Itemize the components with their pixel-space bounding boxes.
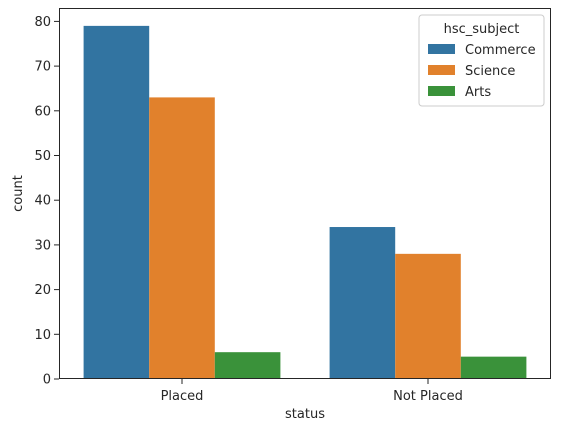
bar-science-not-placed [395, 253, 461, 379]
y-axis: 0 10 20 30 40 50 60 70 80 [34, 15, 59, 388]
y-tick-label: 20 [34, 283, 51, 298]
y-tick-label: 60 [34, 104, 51, 119]
plot-frame [59, 8, 551, 379]
bar-commerce-placed [83, 25, 150, 380]
legend-box [418, 14, 545, 107]
x-axis-title: status [285, 407, 325, 422]
legend-title: hsc_subject [444, 22, 520, 37]
y-tick-label: 0 [43, 373, 51, 388]
y-tick-label: 80 [34, 15, 51, 30]
y-tick-label: 50 [34, 149, 51, 164]
bars-layer [83, 25, 527, 380]
x-axis: Placed Not Placed [161, 379, 463, 404]
bar-science-placed [149, 97, 215, 380]
y-tick-label: 40 [34, 194, 51, 209]
y-axis-title: count [11, 175, 26, 212]
y-tick-label: 10 [34, 328, 51, 343]
legend-swatch-science [428, 65, 455, 75]
bar-commerce-not-placed [329, 227, 396, 379]
legend-swatch-arts [428, 86, 455, 96]
y-tick-label: 30 [34, 238, 51, 253]
legend-label-arts: Arts [465, 85, 491, 100]
x-tick-label: Not Placed [393, 389, 463, 404]
legend-swatch-commerce [428, 44, 455, 54]
x-tick-label: Placed [161, 389, 204, 404]
bar-arts-placed [214, 352, 281, 379]
legend-label-science: Science [465, 64, 515, 79]
legend: hsc_subject Commerce Science Arts [418, 14, 545, 107]
y-tick-label: 70 [34, 60, 51, 75]
legend-label-commerce: Commerce [465, 43, 536, 58]
bar-arts-not-placed [460, 356, 527, 379]
